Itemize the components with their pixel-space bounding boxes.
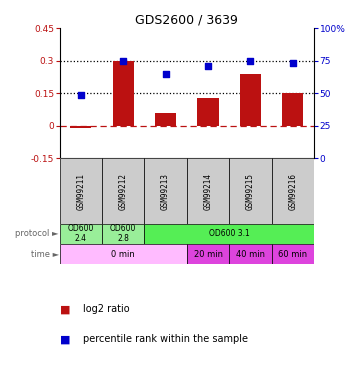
Bar (70, 126, 91, 128)
Text: GSM99215: GSM99215 (246, 172, 255, 210)
Bar (197, 98, 219, 126)
Text: protocol ►: protocol ► (15, 230, 59, 238)
Bar (272, 159, 314, 224)
Bar (282, 93, 304, 126)
Point (120, 58, 126, 64)
Text: ■: ■ (60, 334, 70, 344)
Point (163, 71, 169, 77)
Bar (144, 224, 314, 244)
Text: GSM99211: GSM99211 (76, 172, 85, 210)
Text: percentile rank within the sample: percentile rank within the sample (83, 334, 248, 344)
Text: GSM99216: GSM99216 (288, 172, 297, 210)
Bar (144, 159, 187, 224)
Text: GSM99213: GSM99213 (161, 172, 170, 210)
Point (290, 60, 296, 66)
Bar (60, 244, 187, 264)
Point (205, 63, 211, 69)
Bar (240, 74, 261, 126)
Point (248, 58, 253, 64)
Text: GSM99214: GSM99214 (204, 172, 213, 210)
Text: ■: ■ (60, 304, 70, 314)
Point (78, 92, 84, 98)
Text: 0 min: 0 min (111, 250, 135, 259)
Text: 40 min: 40 min (236, 250, 265, 259)
Text: OD600
2.4: OD600 2.4 (68, 225, 94, 243)
Bar (102, 224, 144, 244)
Bar (229, 244, 271, 264)
Text: OD600 3.1: OD600 3.1 (209, 230, 249, 238)
Bar (229, 159, 271, 224)
Bar (272, 244, 314, 264)
Bar (60, 224, 102, 244)
Text: log2 ratio: log2 ratio (83, 304, 130, 314)
Bar (187, 159, 229, 224)
Text: 20 min: 20 min (193, 250, 222, 259)
Text: 60 min: 60 min (278, 250, 308, 259)
Text: time ►: time ► (31, 250, 59, 259)
Bar (60, 159, 102, 224)
Title: GDS2600 / 3639: GDS2600 / 3639 (135, 14, 238, 27)
Bar (155, 113, 176, 126)
Bar (113, 61, 134, 126)
Text: GSM99212: GSM99212 (119, 172, 128, 210)
Text: OD600
2.8: OD600 2.8 (110, 225, 136, 243)
Bar (187, 244, 229, 264)
Bar (102, 159, 144, 224)
